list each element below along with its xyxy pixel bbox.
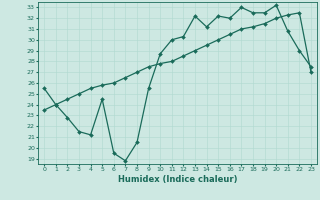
X-axis label: Humidex (Indice chaleur): Humidex (Indice chaleur) [118,175,237,184]
